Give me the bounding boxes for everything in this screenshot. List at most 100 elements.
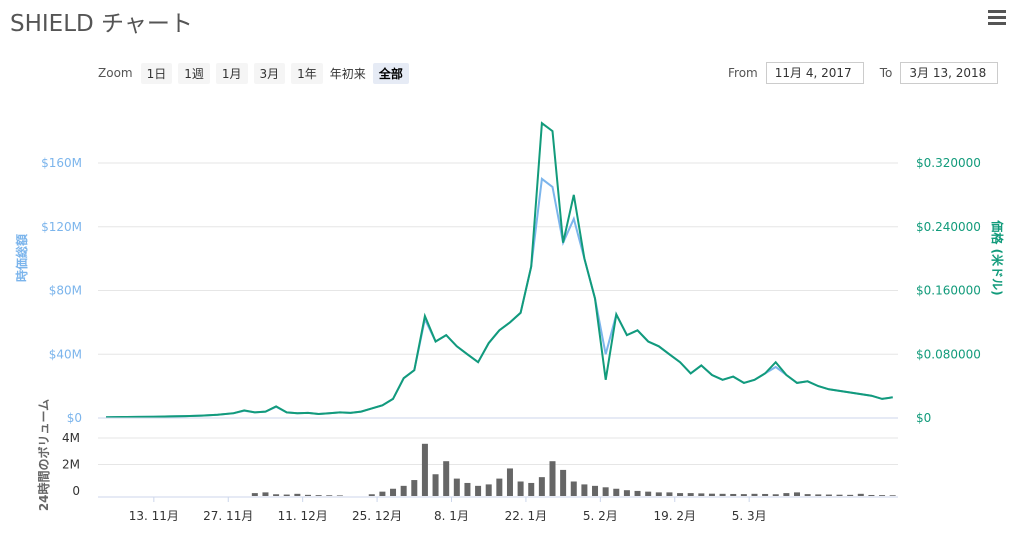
volume-bar — [613, 488, 620, 496]
market-cap-tick-label: $160M — [41, 156, 82, 170]
zoom-label: Zoom — [98, 66, 133, 80]
price-axis: $0 $0.080000 $0.160000 $0.240000 $0.320000 — [916, 156, 981, 425]
volume-bar — [740, 494, 747, 496]
volume-axis: 0 2M 4M — [62, 431, 80, 498]
market-cap-tick-label: $80M — [49, 284, 82, 298]
volume-bar — [655, 492, 662, 496]
volume-bar — [666, 492, 673, 496]
volume-bar — [517, 481, 524, 496]
volume-bar — [432, 474, 439, 496]
market-cap-axis: $0 $40M $80M $120M $160M — [41, 156, 82, 425]
volume-bar — [464, 482, 471, 496]
x-tick-label: 5. 3月 — [732, 509, 767, 523]
volume-bar — [326, 495, 333, 496]
volume-bar — [411, 480, 418, 496]
x-tick-label: 11. 12月 — [278, 509, 328, 523]
volume-bar — [762, 493, 769, 496]
volume-bar — [698, 493, 705, 496]
x-axis: 13. 11月 27. 11月 11. 12月 25. 12月 8. 1月 22. 1月 5… — [129, 497, 767, 523]
volume-bar — [719, 493, 726, 496]
volume-bar — [634, 490, 641, 496]
price-axis-title: 価格 (米ドル) — [990, 219, 1005, 295]
price-tick-label: $0 — [916, 411, 931, 425]
volume-bar — [336, 495, 343, 496]
volume-tick-label: 0 — [72, 484, 80, 498]
volume-bar — [645, 491, 652, 496]
volume-bar — [868, 494, 875, 496]
zoom-1-day-button[interactable]: 1日 — [140, 62, 173, 84]
zoom-3-month-button[interactable]: 3月 — [253, 62, 286, 84]
price-tick-label: $0.320000 — [916, 156, 981, 170]
market-cap-tick-label: $0 — [67, 411, 82, 425]
to-date-input[interactable]: 3月 13, 2018 — [900, 62, 999, 84]
volume-bar — [315, 495, 322, 496]
volume-bar — [847, 494, 854, 496]
hamburger-menu-icon[interactable] — [988, 10, 1006, 26]
market-cap-line — [105, 177, 893, 419]
x-tick-label: 5. 2月 — [583, 509, 618, 523]
volume-bar — [581, 484, 588, 496]
volume-bar — [506, 468, 513, 496]
grid-lines — [98, 162, 898, 465]
volume-bar — [825, 494, 832, 496]
volume-bar — [889, 495, 896, 496]
volume-bar — [836, 494, 843, 496]
volume-bar — [602, 487, 609, 496]
volume-bar — [815, 494, 822, 496]
volume-bar — [687, 493, 694, 496]
volume-bar — [857, 493, 864, 496]
volume-bar — [453, 478, 460, 496]
market-cap-tick-label: $40M — [49, 347, 82, 361]
x-tick-label: 22. 1月 — [505, 509, 548, 523]
volume-bar — [390, 488, 397, 496]
market-cap-axis-title: 時価総額 — [14, 234, 29, 282]
price-tick-label: $0.240000 — [916, 220, 981, 234]
from-date-input[interactable]: 11月 4, 2017 — [765, 62, 864, 84]
x-tick-label: 8. 1月 — [434, 509, 469, 523]
x-tick-label: 19. 2月 — [653, 509, 696, 523]
volume-bar — [560, 469, 567, 496]
x-tick-label: 13. 11月 — [129, 509, 179, 523]
zoom-range-selector: Zoom 1日 1週 1月 3月 1年 年初来 全部 — [98, 62, 409, 84]
volume-bar — [421, 443, 428, 496]
volume-bar — [570, 481, 577, 496]
volume-bar — [794, 492, 801, 496]
volume-bar — [368, 494, 375, 496]
volume-tick-label: 2M — [62, 458, 80, 472]
market-cap-tick-label: $120M — [41, 220, 82, 234]
volume-bar — [262, 492, 269, 496]
volume-bar — [304, 494, 311, 496]
volume-bar — [730, 493, 737, 496]
volume-bar — [783, 493, 790, 496]
zoom-1-month-button[interactable]: 1月 — [215, 62, 248, 84]
zoom-1-year-button[interactable]: 1年 — [291, 62, 323, 84]
volume-bar — [538, 477, 545, 496]
x-tick-label: 27. 11月 — [203, 509, 253, 523]
volume-bar — [592, 485, 599, 496]
volume-bar — [475, 485, 482, 496]
volume-bar — [496, 478, 503, 496]
volume-bar — [400, 485, 407, 496]
volume-bar — [443, 461, 450, 496]
volume-bar — [549, 461, 556, 496]
volume-bar — [677, 493, 684, 496]
x-tick-label: 25. 12月 — [352, 509, 402, 523]
volume-axis-title: 24時間のボリューム — [36, 399, 51, 511]
volume-bar — [751, 493, 758, 496]
chart-title: SHIELD チャート — [10, 11, 193, 37]
from-label: From — [728, 66, 758, 80]
volume-bar — [273, 494, 280, 496]
volume-bar — [251, 493, 258, 496]
volume-bar — [485, 484, 492, 496]
zoom-all-button[interactable]: 全部 — [372, 62, 409, 84]
volume-bar — [379, 491, 386, 496]
zoom-1-week-button[interactable]: 1週 — [178, 62, 210, 84]
volume-bar — [623, 490, 630, 496]
volume-bar — [528, 482, 535, 496]
volume-bar — [804, 494, 811, 496]
price-tick-label: $0.080000 — [916, 347, 981, 361]
price-tick-label: $0.160000 — [916, 284, 981, 298]
volume-bar — [283, 494, 290, 496]
zoom-ytd-button[interactable]: 年初来 — [329, 66, 366, 81]
volume-bar — [879, 495, 886, 496]
